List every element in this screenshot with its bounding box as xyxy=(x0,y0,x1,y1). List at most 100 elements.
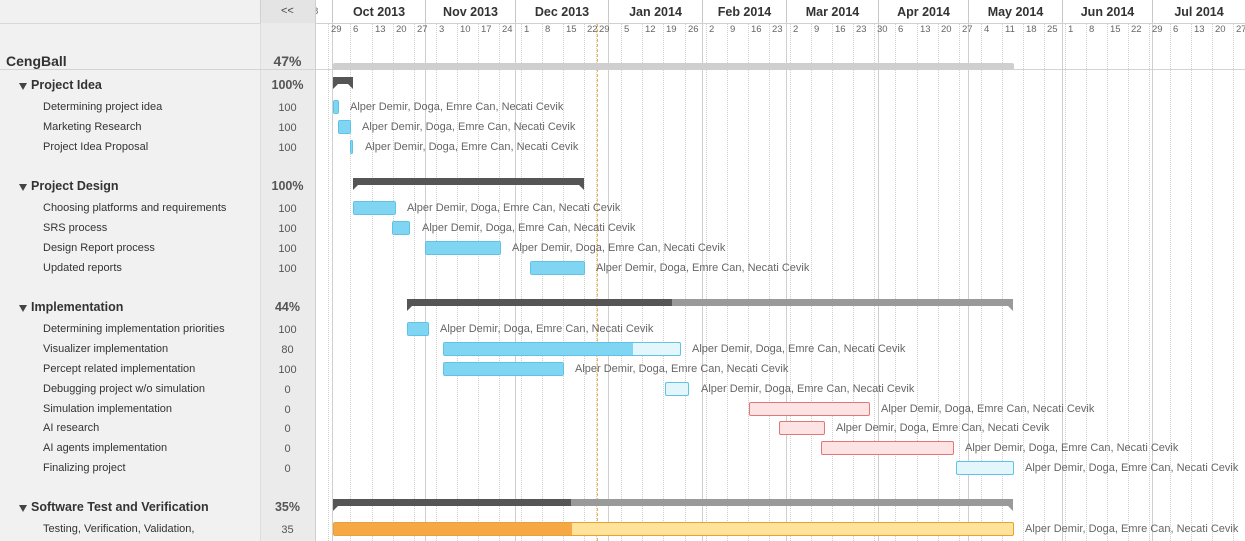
task-name: SRS process xyxy=(43,222,108,234)
week-day-label: 30 xyxy=(877,24,888,35)
group-summary-bar[interactable] xyxy=(333,499,1013,511)
task-assignees: Alper Demir, Doga, Emre Can, Necati Cevi… xyxy=(407,202,621,214)
task-bar[interactable] xyxy=(665,382,689,396)
task-assignees: Alper Demir, Doga, Emre Can, Necati Cevi… xyxy=(701,383,915,395)
week-gridline xyxy=(1023,24,1024,541)
group-row[interactable]: Implementation 44% xyxy=(0,298,315,318)
week-day-label: 19 xyxy=(666,24,677,35)
week-day-label: 27 xyxy=(1236,24,1245,35)
task-percent: 100 xyxy=(278,203,297,215)
collapse-triangle-icon[interactable] xyxy=(19,184,27,191)
task-assignees: Alper Demir, Doga, Emre Can, Necati Cevi… xyxy=(422,222,636,234)
week-gridline xyxy=(328,24,329,541)
week-gridline xyxy=(1065,24,1066,541)
group-name: Project Design xyxy=(31,179,119,193)
task-bar[interactable] xyxy=(353,201,396,215)
task-bar[interactable] xyxy=(333,100,339,114)
task-bar[interactable] xyxy=(392,221,410,235)
group-percent: 35% xyxy=(274,500,301,514)
task-row[interactable]: Updated reports 100 xyxy=(0,259,315,279)
collapse-triangle-icon[interactable] xyxy=(19,505,27,512)
month-divider xyxy=(968,0,969,541)
week-gridline xyxy=(436,24,437,541)
task-assignees: Alper Demir, Doga, Emre Can, Necati Cevi… xyxy=(836,422,1050,434)
task-bar[interactable] xyxy=(407,322,429,336)
task-row[interactable]: Choosing platforms and requirements 100 xyxy=(0,199,315,219)
week-header: 29 6 13 20 27 3 10 17 24 1 8 15 22 29 5 12 19 26 2 9 16 23 2 9 1… xyxy=(316,24,1245,38)
task-row[interactable]: SRS process 100 xyxy=(0,219,315,239)
week-gridline xyxy=(1191,24,1192,541)
task-bar[interactable] xyxy=(350,140,353,154)
collapse-panel-button[interactable]: << xyxy=(260,0,315,23)
collapse-triangle-icon[interactable] xyxy=(19,305,27,312)
task-row[interactable]: Finalizing project 0 xyxy=(0,459,315,479)
task-row[interactable]: Determining implementation priorities 100 xyxy=(0,320,315,340)
week-gridline xyxy=(663,24,664,541)
task-name: Determining project idea xyxy=(43,101,163,113)
task-row[interactable]: Debugging project w/o simulation 0 xyxy=(0,380,315,400)
summary-progress xyxy=(407,299,672,306)
group-row[interactable]: Project Idea 100% xyxy=(0,76,315,96)
task-bar[interactable] xyxy=(530,261,585,275)
task-bar[interactable] xyxy=(333,522,1014,536)
group-summary-bar[interactable] xyxy=(333,77,353,89)
week-day-label: 6 xyxy=(1173,24,1179,35)
week-gridline xyxy=(790,24,791,541)
task-assignees: Alper Demir, Doga, Emre Can, Necati Cevi… xyxy=(575,363,789,375)
task-name: Choosing platforms and requirements xyxy=(43,202,227,214)
group-row[interactable]: Project Design 100% xyxy=(0,177,315,197)
task-bar[interactable] xyxy=(821,441,954,455)
task-bar[interactable] xyxy=(956,461,1014,475)
week-gridline xyxy=(372,24,373,541)
project-summary-bar[interactable] xyxy=(333,63,1014,70)
task-row[interactable]: Marketing Research 100 xyxy=(0,118,315,138)
month-label: Jul 2014 xyxy=(1152,0,1245,23)
group-row[interactable]: Software Test and Verification 35% xyxy=(0,498,315,518)
project-row[interactable]: CengBall 47% xyxy=(0,52,315,72)
month-label: Dec 2013 xyxy=(515,0,608,23)
collapse-triangle-icon[interactable] xyxy=(19,83,27,90)
week-gridline xyxy=(642,24,643,541)
week-gridline xyxy=(414,24,415,541)
task-row[interactable]: AI research 0 xyxy=(0,419,315,439)
week-day-label: 9 xyxy=(814,24,820,35)
week-day-label: 13 xyxy=(920,24,931,35)
task-bar[interactable] xyxy=(749,402,870,416)
task-percent: 100 xyxy=(278,324,297,336)
week-day-label: 27 xyxy=(962,24,973,35)
task-row[interactable]: AI agents implementation 0 xyxy=(0,439,315,459)
task-assignees: Alper Demir, Doga, Emre Can, Necati Cevi… xyxy=(965,442,1179,454)
task-row[interactable]: Percept related implementation 100 xyxy=(0,360,315,380)
gantt-timeline[interactable]: Oct 2013 Nov 2013 Dec 2013 Jan 2014 Feb 2014… xyxy=(316,0,1245,541)
task-assignees: Alper Demir, Doga, Emre Can, Necati Cevi… xyxy=(362,121,576,133)
task-row[interactable]: Design Report process 100 xyxy=(0,239,315,259)
summary-remaining xyxy=(571,499,1013,506)
week-day-label: 12 xyxy=(645,24,656,35)
task-row[interactable]: Simulation implementation 0 xyxy=(0,400,315,420)
task-row[interactable]: Testing, Verification, Validation, 35 xyxy=(0,520,315,540)
summary-start-cap xyxy=(333,506,338,511)
task-progress-fill xyxy=(393,222,409,234)
month-label: Nov 2013 xyxy=(425,0,515,23)
group-summary-bar[interactable] xyxy=(407,299,1013,311)
group-summary-bar[interactable] xyxy=(353,178,584,190)
task-bar[interactable] xyxy=(779,421,825,435)
task-row[interactable]: Visualizer implementation 80 xyxy=(0,340,315,360)
week-day-label: 8 xyxy=(1089,24,1095,35)
month-divider xyxy=(1062,0,1063,541)
week-day-label: 17 xyxy=(481,24,492,35)
week-day-label: 29 xyxy=(1152,24,1163,35)
task-bar[interactable] xyxy=(443,362,564,376)
month-divider xyxy=(332,0,333,541)
task-bar[interactable] xyxy=(443,342,681,356)
week-day-label: 2 xyxy=(793,24,799,35)
task-bar[interactable] xyxy=(338,120,351,134)
week-gridline xyxy=(895,24,896,541)
week-day-label: 27 xyxy=(417,24,428,35)
group-percent: 100% xyxy=(271,78,304,92)
project-name: CengBall xyxy=(6,53,67,69)
task-row[interactable]: Determining project idea 100 xyxy=(0,98,315,118)
task-row[interactable]: Project Idea Proposal 100 xyxy=(0,138,315,158)
task-bar[interactable] xyxy=(425,241,501,255)
